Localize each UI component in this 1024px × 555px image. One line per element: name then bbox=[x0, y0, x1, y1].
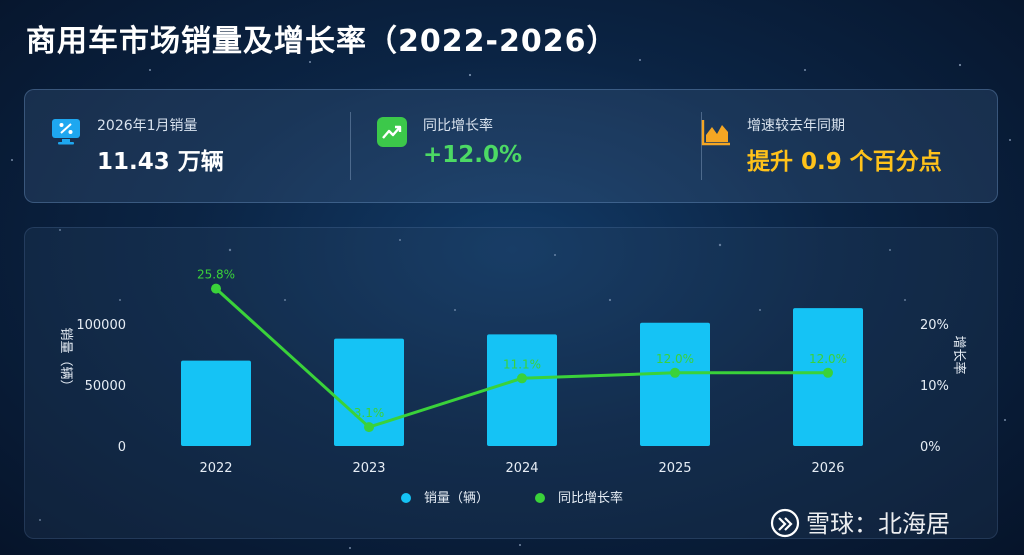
watermark: 雪球：北海居 bbox=[770, 504, 950, 539]
snowball-logo-icon bbox=[770, 508, 800, 538]
bar bbox=[334, 338, 404, 446]
legend-swatch bbox=[535, 493, 545, 503]
legend-label: 同比增长率 bbox=[558, 490, 623, 506]
kpi-label: 同比增长率 bbox=[423, 118, 493, 134]
x-tick-label: 2024 bbox=[505, 461, 538, 476]
x-tick-label: 2025 bbox=[658, 461, 691, 476]
legend-label: 销量（辆） bbox=[424, 491, 489, 506]
watermark-text: 雪球：北海居 bbox=[806, 510, 950, 538]
growth-point bbox=[517, 373, 527, 384]
data-label: 3.1% bbox=[354, 406, 385, 420]
kpi-value: 11.43 万辆 bbox=[97, 149, 224, 175]
growth-point bbox=[823, 367, 833, 378]
y2-axis-label: 增长率 bbox=[951, 335, 967, 374]
y-tick-label: 50000 bbox=[85, 379, 126, 394]
y2-tick-label: 0% bbox=[920, 440, 941, 455]
x-tick-label: 2022 bbox=[199, 461, 232, 476]
y2-tick-label: 10% bbox=[920, 379, 949, 394]
y2-tick-label: 20% bbox=[920, 318, 949, 333]
y-tick-label: 0 bbox=[118, 440, 126, 455]
kpi-divider bbox=[350, 112, 351, 180]
kpi-value: +12.0% bbox=[423, 142, 523, 168]
growth-point bbox=[364, 422, 374, 433]
bar bbox=[487, 334, 557, 446]
kpi-divider bbox=[701, 112, 702, 180]
monitor-percent-icon bbox=[52, 119, 80, 145]
bar bbox=[181, 360, 251, 446]
kpi-label: 增速较去年同期 bbox=[747, 118, 845, 134]
kpi-panel: 2026年1月销量 11.43 万辆 同比增长率 +12.0% 增速较去年同期 … bbox=[24, 89, 998, 203]
area-chart-icon bbox=[701, 120, 730, 146]
kpi-value: 提升 0.9 个百分点 bbox=[747, 149, 942, 175]
kpi-label: 2026年1月销量 bbox=[97, 118, 198, 134]
y-axis-label: 销量（辆） bbox=[58, 327, 73, 392]
growth-point bbox=[670, 367, 680, 378]
bar bbox=[640, 322, 710, 446]
trend-up-icon bbox=[377, 117, 407, 147]
x-tick-label: 2026 bbox=[811, 461, 844, 476]
x-tick-label: 2023 bbox=[352, 461, 385, 476]
growth-point bbox=[211, 283, 221, 294]
data-label: 25.8% bbox=[197, 268, 235, 282]
data-label: 12.0% bbox=[656, 352, 694, 366]
data-label: 12.0% bbox=[809, 352, 847, 366]
y-tick-label: 100000 bbox=[76, 318, 126, 333]
data-label: 11.1% bbox=[503, 357, 541, 371]
legend-swatch bbox=[401, 493, 411, 503]
page-title: 商用车市场销量及增长率（2022-2026） bbox=[26, 24, 618, 59]
